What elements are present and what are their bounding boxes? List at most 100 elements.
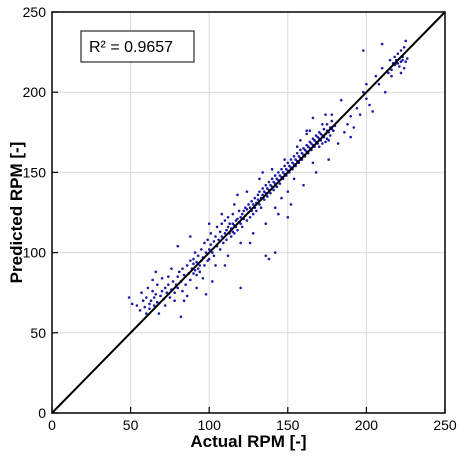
data-point <box>163 304 167 307</box>
data-point <box>220 235 224 238</box>
data-point <box>173 299 176 303</box>
data-point <box>242 209 246 213</box>
data-point <box>239 241 242 245</box>
data-point <box>149 299 153 303</box>
data-point <box>291 161 294 165</box>
data-point <box>387 71 390 75</box>
data-point <box>154 293 158 296</box>
data-point <box>156 283 159 286</box>
data-point <box>178 270 181 274</box>
data-point <box>398 65 401 68</box>
data-point <box>311 161 315 165</box>
data-point <box>207 248 211 251</box>
data-point <box>182 299 186 303</box>
data-point <box>405 57 409 60</box>
data-point <box>286 190 290 193</box>
data-point <box>273 251 277 254</box>
data-point <box>393 55 396 59</box>
data-point <box>336 142 340 145</box>
data-point <box>317 131 321 134</box>
data-point <box>195 286 198 290</box>
data-point <box>275 185 279 189</box>
data-point <box>157 312 161 315</box>
data-point <box>231 230 235 234</box>
data-point <box>295 151 299 155</box>
data-point <box>321 142 324 145</box>
data-point <box>184 283 187 286</box>
data-point <box>167 283 170 286</box>
x-axis-title: Actual RPM [-] <box>190 432 306 451</box>
data-point <box>319 132 323 136</box>
data-point <box>181 267 184 270</box>
x-tick-label: 0 <box>48 417 56 433</box>
data-point <box>305 143 308 147</box>
data-point <box>311 116 315 120</box>
data-point <box>250 199 253 203</box>
data-point <box>286 161 290 165</box>
data-point <box>264 183 268 187</box>
data-point <box>168 296 172 299</box>
data-point <box>399 49 403 52</box>
data-point <box>192 257 195 261</box>
data-point <box>299 139 302 142</box>
data-point <box>266 195 269 198</box>
data-point <box>306 145 310 149</box>
data-point <box>218 248 222 251</box>
data-point <box>283 164 286 168</box>
data-point <box>262 198 266 201</box>
y-tick-label: 0 <box>38 405 46 421</box>
data-point <box>358 113 362 116</box>
data-point <box>270 167 274 171</box>
data-point <box>332 129 335 132</box>
data-point <box>151 278 154 282</box>
data-point <box>223 219 227 222</box>
data-point <box>240 225 244 229</box>
data-point <box>236 228 239 232</box>
data-point <box>374 74 378 78</box>
data-point <box>225 238 228 242</box>
data-point <box>218 230 222 234</box>
data-point <box>365 97 368 100</box>
data-point <box>176 275 180 278</box>
data-point <box>292 177 296 181</box>
data-point <box>272 180 275 184</box>
data-point <box>226 225 230 229</box>
data-point <box>226 254 230 258</box>
data-point <box>152 304 156 307</box>
data-point <box>192 262 195 266</box>
data-point <box>330 113 334 116</box>
data-point <box>201 276 205 280</box>
data-point <box>245 207 249 211</box>
data-point <box>203 264 206 267</box>
data-point <box>321 122 324 126</box>
data-point <box>176 286 180 290</box>
data-point <box>130 302 134 306</box>
data-point <box>402 45 406 49</box>
data-point <box>262 190 266 193</box>
data-point <box>251 232 255 235</box>
data-point <box>284 167 288 171</box>
data-point <box>361 90 365 94</box>
data-point <box>258 190 261 193</box>
data-point <box>288 164 291 168</box>
r-squared-label: R² = 0.9657 <box>89 39 173 56</box>
data-point <box>278 174 282 177</box>
x-tick-label: 250 <box>433 417 457 433</box>
data-point <box>305 132 308 136</box>
data-point <box>127 296 131 299</box>
data-points <box>127 39 409 319</box>
data-point <box>264 222 268 226</box>
data-point <box>204 251 208 254</box>
data-point <box>283 158 286 161</box>
data-point <box>258 203 261 206</box>
data-point <box>310 142 313 145</box>
data-point <box>281 171 285 174</box>
data-point <box>368 103 371 107</box>
data-point <box>266 187 269 190</box>
data-point <box>146 286 150 290</box>
data-point <box>225 228 228 232</box>
data-point <box>138 309 142 312</box>
x-tick-label: 150 <box>276 417 300 433</box>
data-point <box>314 171 318 174</box>
data-point <box>220 222 224 226</box>
